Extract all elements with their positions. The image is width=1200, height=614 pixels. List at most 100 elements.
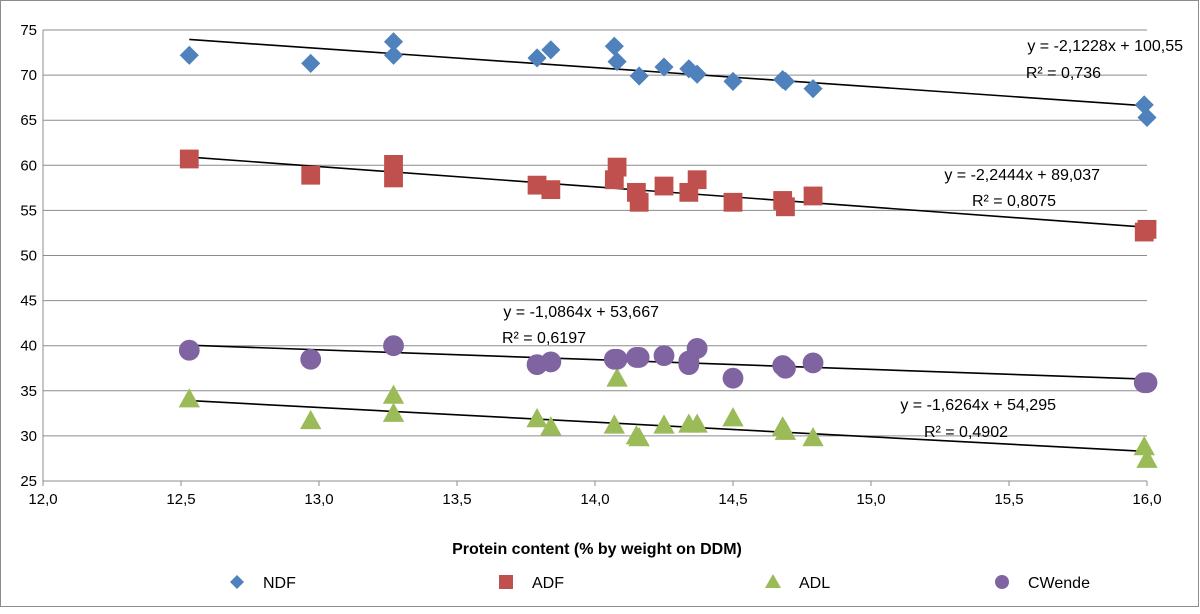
x-tick-label: 14,5 [718,491,747,508]
point-ndf [607,52,627,72]
point-adl [802,426,824,447]
y-axis-ticks: 25 30 35 40 45 50 55 60 65 70 75 [20,22,37,490]
y-tick-label: 50 [20,248,37,265]
point-cwende [383,335,404,357]
gridlines [42,29,1148,486]
r-squared-adf: R² = 0,8075 [972,193,1056,210]
point-cwende [540,351,562,373]
x-tick-label: 12,5 [166,491,195,508]
legend-marker [765,574,781,588]
data-points [178,32,1158,468]
point-cwende [628,347,650,368]
point-ndf [1137,107,1157,128]
point-adf [301,165,321,185]
legend-label: ADL [799,575,830,592]
legend-marker [995,575,1009,589]
point-ndf [383,45,404,65]
point-ndf [723,71,743,91]
point-adl [653,414,675,434]
point-adl [1136,448,1158,468]
point-cwende [802,352,824,374]
y-tick-label: 40 [20,338,37,355]
point-ndf [301,53,321,73]
point-ndf [541,40,561,60]
point-adf [607,157,627,177]
point-adl [300,409,322,430]
point-ndf [179,45,199,65]
point-adl [540,416,562,436]
y-tick-label: 75 [20,22,37,39]
point-adl [603,414,625,434]
point-cwende [686,338,708,359]
x-tick-label: 16,0 [1132,491,1161,508]
legend-item-adf: ADF [499,575,564,592]
legend-item-cwende: CWende [995,575,1090,592]
point-adf [687,170,707,190]
point-adf [1137,219,1157,239]
point-ndf [803,79,823,99]
point-cwende [300,348,322,370]
legend-label: NDF [263,575,296,592]
point-adl [774,420,797,440]
y-tick-label: 45 [20,293,37,310]
y-tick-label: 60 [20,157,37,174]
point-cwende [1136,372,1158,394]
legend-marker [230,575,244,589]
point-ndf [527,48,547,68]
x-tick-label: 15,5 [994,491,1023,508]
y-tick-label: 35 [20,383,37,400]
point-adf [384,168,403,188]
y-tick-label: 25 [20,473,37,490]
equation-cwende: y = -1,0864x + 53,667 [503,304,659,321]
legend-marker [499,575,513,589]
point-ndf [687,64,707,84]
point-ndf [775,71,796,91]
equation-adl: y = -1,6264x + 54,295 [900,397,1056,414]
y-tick-label: 65 [20,112,37,129]
x-axis-ticks: 12,0 12,5 13,0 13,5 14,0 14,5 15,0 15,5 16,0 [28,491,1161,508]
legend: NDF ADF ADL CWende [230,574,1090,592]
trendline-equations: y = -2,1228x + 100,55 R² = 0,736 y = -2,24… [502,38,1183,441]
point-adl [178,388,200,408]
point-adf [776,197,795,217]
point-adl [526,408,548,428]
point-cwende [653,345,675,367]
point-ndf [654,57,674,77]
point-cwende [722,367,744,389]
legend-label: CWende [1028,575,1090,592]
point-adf [723,192,743,212]
legend-item-adl: ADL [765,574,830,592]
x-tick-label: 13,0 [304,491,333,508]
point-cwende [178,339,200,361]
equation-adf: y = -2,2444x + 89,037 [944,167,1100,184]
point-adl [722,407,744,427]
x-tick-label: 15,0 [856,491,885,508]
point-adf [803,186,823,206]
x-axis-label: Protein content (% by weight on DDM) [452,541,742,558]
r-squared-adl: R² = 0,4902 [924,424,1008,441]
r-squared-ndf: R² = 0,736 [1026,65,1101,82]
point-adl [606,367,628,387]
point-adf [654,176,674,196]
point-cwende [606,348,628,370]
trendline-ndf [189,38,1148,107]
point-cwende [775,357,796,379]
x-tick-label: 13,5 [442,491,471,508]
point-adl [686,413,708,433]
point-adf [541,180,561,200]
y-tick-label: 70 [20,67,37,84]
point-adf [629,192,649,212]
x-tick-label: 12,0 [28,491,57,508]
x-tick-label: 14,0 [580,491,609,508]
y-tick-label: 55 [20,202,37,219]
point-adl [628,426,650,447]
point-adl [382,402,405,422]
legend-label: ADF [532,575,564,592]
point-adf [179,149,199,169]
equation-ndf: y = -2,1228x + 100,55 [1027,38,1183,55]
r-squared-cwende: R² = 0,6197 [502,330,586,347]
legend-item-ndf: NDF [230,575,296,592]
